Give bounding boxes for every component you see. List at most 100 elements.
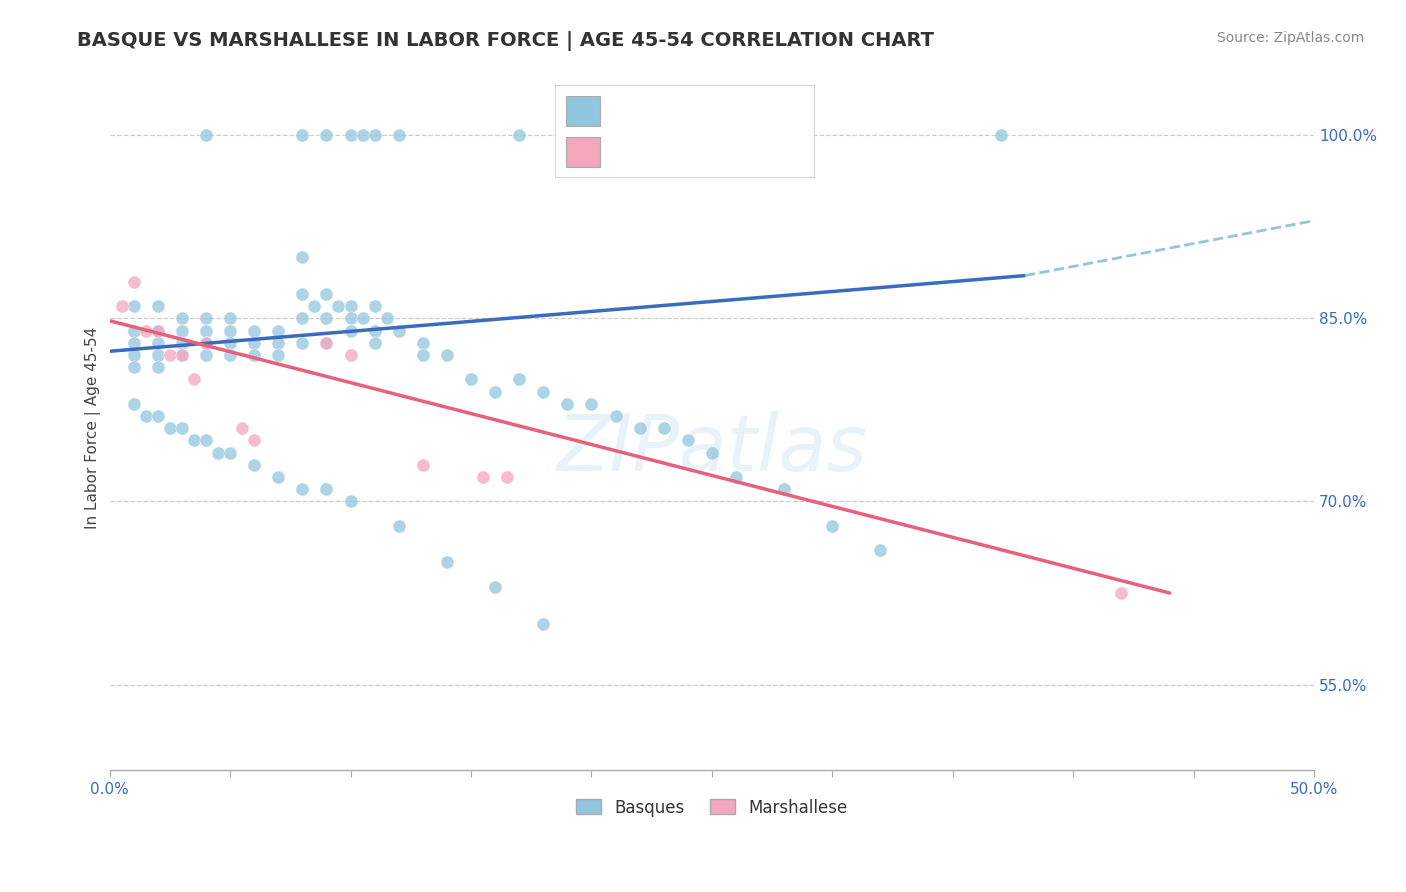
Point: [170, 335, 193, 350]
Point: [122, 335, 145, 350]
Point: [146, 409, 169, 423]
Point: [111, 299, 134, 313]
Point: [267, 470, 290, 484]
Point: [219, 445, 242, 459]
Point: [460, 372, 482, 386]
Point: [231, 421, 253, 435]
Point: [605, 409, 627, 423]
Point: [122, 299, 145, 313]
Point: [170, 348, 193, 362]
Point: [195, 324, 218, 338]
Point: [339, 348, 361, 362]
Text: 16: 16: [740, 144, 763, 161]
Point: [869, 543, 891, 558]
Point: [412, 335, 434, 350]
Point: [243, 335, 266, 350]
Point: [339, 299, 361, 313]
Point: [352, 128, 374, 143]
Text: N =: N =: [706, 103, 735, 119]
Point: [219, 335, 242, 350]
Point: [990, 128, 1012, 143]
Point: [315, 311, 337, 326]
Point: [146, 348, 169, 362]
Point: [363, 299, 385, 313]
Point: [508, 372, 530, 386]
Point: [508, 128, 530, 143]
Point: [243, 324, 266, 338]
Point: [436, 556, 458, 570]
Y-axis label: In Labor Force | Age 45-54: In Labor Force | Age 45-54: [86, 327, 101, 529]
Point: [135, 324, 157, 338]
Point: [243, 348, 266, 362]
Point: [412, 348, 434, 362]
Point: [472, 470, 495, 484]
Point: [363, 335, 385, 350]
Point: [315, 286, 337, 301]
Legend: Basques, Marshallese: Basques, Marshallese: [569, 792, 853, 823]
Point: [339, 494, 361, 508]
Point: [700, 445, 723, 459]
Point: [363, 324, 385, 338]
Point: [315, 335, 337, 350]
Point: [183, 372, 205, 386]
Point: [243, 434, 266, 448]
Point: [339, 324, 361, 338]
Point: [676, 434, 699, 448]
Text: -0.491: -0.491: [647, 144, 706, 161]
Point: [195, 128, 218, 143]
Point: [159, 348, 181, 362]
Point: [291, 311, 314, 326]
Point: [375, 311, 398, 326]
Point: [267, 335, 290, 350]
Point: [315, 482, 337, 496]
Point: [339, 128, 361, 143]
Point: [170, 324, 193, 338]
Point: [243, 458, 266, 472]
Point: [436, 348, 458, 362]
Bar: [565, 137, 599, 167]
Point: [195, 335, 218, 350]
Point: [183, 434, 205, 448]
Text: N =: N =: [706, 145, 735, 160]
Point: [724, 470, 747, 484]
Text: BASQUE VS MARSHALLESE IN LABOR FORCE | AGE 45-54 CORRELATION CHART: BASQUE VS MARSHALLESE IN LABOR FORCE | A…: [77, 31, 935, 51]
Point: [352, 311, 374, 326]
Point: [388, 128, 411, 143]
Text: R =: R =: [610, 103, 638, 119]
Point: [328, 299, 350, 313]
Point: [315, 128, 337, 143]
Point: [1111, 586, 1133, 600]
Bar: [565, 96, 599, 126]
Point: [122, 348, 145, 362]
Point: [122, 397, 145, 411]
Point: [749, 128, 772, 143]
Point: [170, 421, 193, 435]
Point: [122, 360, 145, 375]
Point: [652, 421, 675, 435]
Point: [315, 335, 337, 350]
Point: [146, 324, 169, 338]
Point: [605, 128, 627, 143]
Point: [146, 335, 169, 350]
Point: [628, 421, 651, 435]
Point: [557, 397, 579, 411]
Point: [496, 470, 519, 484]
Text: Source: ZipAtlas.com: Source: ZipAtlas.com: [1216, 31, 1364, 45]
Point: [363, 128, 385, 143]
Point: [304, 299, 326, 313]
Point: [195, 348, 218, 362]
Point: [581, 397, 603, 411]
Text: ZIPatlas: ZIPatlas: [557, 410, 868, 487]
Point: [146, 299, 169, 313]
Point: [339, 311, 361, 326]
Point: [773, 482, 796, 496]
Point: [207, 445, 229, 459]
Point: [291, 250, 314, 264]
Point: [388, 324, 411, 338]
Point: [484, 384, 506, 399]
Point: [291, 286, 314, 301]
Point: [484, 580, 506, 594]
Point: [170, 348, 193, 362]
Point: [146, 360, 169, 375]
Point: [821, 519, 844, 533]
